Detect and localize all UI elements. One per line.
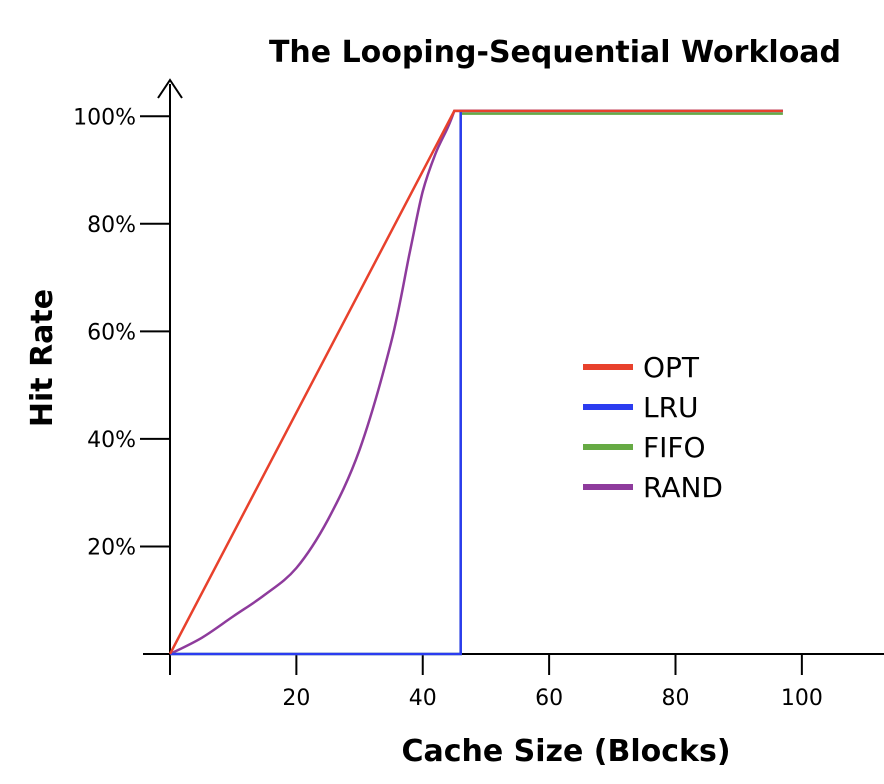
y-tick-label: 100% <box>73 105 136 130</box>
x-tick-label: 20 <box>282 686 310 711</box>
legend-label-opt: OPT <box>643 351 700 384</box>
series-group <box>168 109 783 656</box>
x-tick-label: 80 <box>661 686 689 711</box>
y-axis-arrow-icon <box>157 78 183 99</box>
x-axis-label: Cache Size (Blocks) <box>401 734 730 769</box>
chart-title: The Looping-Sequential Workload <box>269 35 841 70</box>
legend-label-fifo: FIFO <box>643 431 706 464</box>
x-tick-label: 60 <box>535 686 563 711</box>
legend-label-rand: RAND <box>643 471 723 504</box>
y-tick-label: 20% <box>87 535 136 560</box>
y-tick-label: 80% <box>87 213 136 238</box>
y-tick-label: 40% <box>87 428 136 453</box>
x-tick-label: 100 <box>781 686 823 711</box>
x-ticks: 20 40 60 80 100 <box>282 654 823 711</box>
axes <box>143 78 884 675</box>
series-line-rand <box>169 109 783 656</box>
legend-label-lru: LRU <box>643 391 699 424</box>
y-tick-label: 60% <box>87 320 136 345</box>
y-axis-label: Hit Rate <box>25 289 60 427</box>
legend: OPT LRU FIFO RAND <box>583 351 723 504</box>
y-ticks: 20% 40% 60% 80% 100% <box>73 105 170 560</box>
series-line-opt <box>168 109 783 655</box>
x-tick-label: 40 <box>409 686 437 711</box>
